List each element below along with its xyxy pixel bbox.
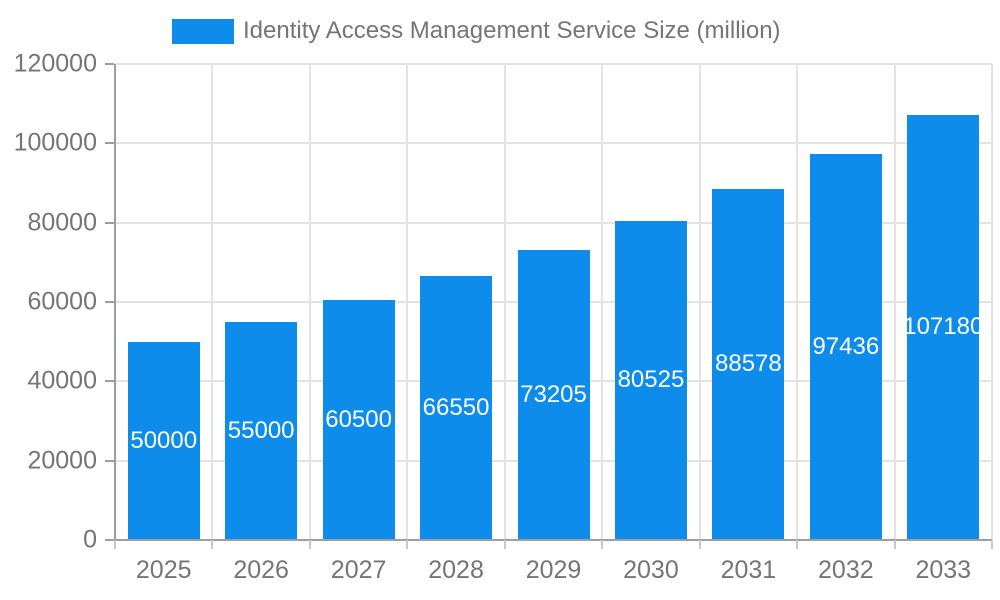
bar-2033[interactable]: 107180 xyxy=(903,114,983,540)
x-axis-tick-label: 2029 xyxy=(525,556,582,584)
legend-swatch[interactable] xyxy=(172,18,234,44)
gridline-vertical xyxy=(893,64,896,540)
x-axis-tick-mark xyxy=(698,540,701,549)
gridline-vertical xyxy=(601,64,604,540)
gridline-vertical xyxy=(503,64,506,540)
bar-value-label: 50000 xyxy=(130,426,198,454)
x-axis-tick-label: 2027 xyxy=(330,556,387,584)
x-axis-tick-mark xyxy=(503,540,506,549)
x-axis-tick-mark xyxy=(114,540,116,549)
legend: Identity Access Management Service Size … xyxy=(172,16,781,46)
bar-value-label: 60500 xyxy=(325,406,392,434)
gridline-horizontal xyxy=(115,63,992,65)
x-axis-tick-label: 2025 xyxy=(135,556,192,584)
x-axis-tick-mark xyxy=(601,540,604,549)
y-axis-line xyxy=(114,64,116,540)
y-axis-tick-label: 0 xyxy=(83,525,97,554)
bar-2027[interactable]: 60500 xyxy=(322,300,395,540)
bar-2025[interactable]: 50000 xyxy=(127,341,200,540)
x-axis-tick-label: 2032 xyxy=(818,556,874,584)
y-axis-tick-mark xyxy=(105,142,114,145)
bar-2026[interactable]: 55000 xyxy=(225,321,298,540)
gridline-vertical xyxy=(211,64,214,540)
x-axis-tick-mark xyxy=(893,540,896,549)
x-axis-tick-label: 2028 xyxy=(428,556,484,584)
bar-2029[interactable]: 73205 xyxy=(517,249,590,540)
bar-value-label: 97436 xyxy=(812,332,880,360)
y-axis-tick-mark xyxy=(105,380,114,383)
gridline-horizontal xyxy=(115,221,992,224)
x-axis-tick-mark xyxy=(991,540,993,549)
plot-area: 50000 55000 60500 66550 73205 80525 88578 97436… xyxy=(114,63,993,541)
x-axis-tick-mark xyxy=(796,540,799,549)
x-axis-tick-mark xyxy=(406,540,409,549)
bar-value-label: 66550 xyxy=(422,394,490,422)
bar-value-label: 80525 xyxy=(617,366,685,394)
x-axis-tick-mark xyxy=(211,540,214,549)
y-axis-tick-label: 60000 xyxy=(27,287,97,316)
bar-value-label: 73205 xyxy=(520,380,587,408)
x-axis-tick-label: 2033 xyxy=(915,556,972,584)
y-axis-tick-label: 40000 xyxy=(27,366,97,395)
x-axis-tick-label: 2026 xyxy=(233,556,289,584)
gridline-vertical xyxy=(698,64,701,540)
y-axis-tick-mark xyxy=(105,301,114,303)
bar-2031[interactable]: 88578 xyxy=(712,188,785,540)
bar-value-label: 88578 xyxy=(715,350,782,378)
y-axis-tick-mark xyxy=(105,459,114,462)
legend-label: Identity Access Management Service Size … xyxy=(243,17,781,44)
gridline-vertical xyxy=(406,64,409,540)
x-axis-tick-label: 2030 xyxy=(623,556,679,584)
y-axis-tick-label: 100000 xyxy=(13,128,97,157)
bar-2028[interactable]: 66550 xyxy=(420,276,493,540)
y-axis-tick-label: 20000 xyxy=(27,446,97,475)
bar-value-label: 107180 xyxy=(903,313,984,341)
gridline-vertical xyxy=(308,64,311,540)
x-axis-tick-mark xyxy=(308,540,311,549)
gridline-vertical xyxy=(796,64,799,540)
gridline-horizontal xyxy=(115,142,992,145)
bar-value-label: 55000 xyxy=(227,416,295,444)
y-axis-tick-mark xyxy=(105,63,114,65)
y-axis-tick-label: 80000 xyxy=(27,208,97,237)
x-axis-tick-label: 2031 xyxy=(720,556,777,584)
y-axis-tick-mark xyxy=(105,539,114,541)
x-axis-line xyxy=(114,539,992,541)
y-axis-tick-label: 120000 xyxy=(13,49,97,78)
y-axis-tick-mark xyxy=(105,221,114,224)
bar-2030[interactable]: 80525 xyxy=(614,220,687,540)
gridline-vertical xyxy=(991,64,993,540)
bar-2032[interactable]: 97436 xyxy=(809,153,882,540)
